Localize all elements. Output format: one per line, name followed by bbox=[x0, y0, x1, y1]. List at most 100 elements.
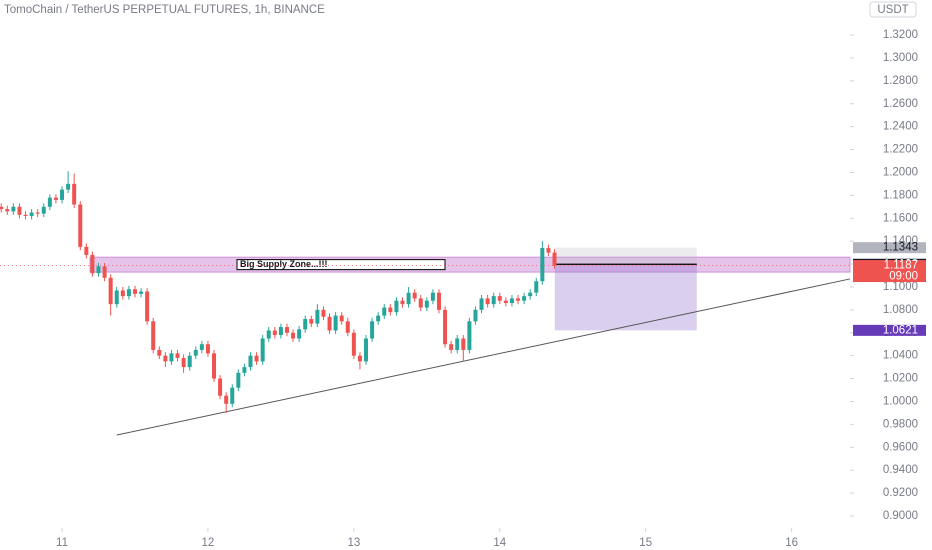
candle-body bbox=[339, 315, 344, 322]
candle-body bbox=[35, 212, 40, 214]
candle-body bbox=[528, 292, 533, 297]
candle-body bbox=[230, 387, 235, 404]
y-tick-label: 0.9400 bbox=[883, 464, 918, 476]
countdown: 09:00 bbox=[889, 271, 918, 283]
price-label-box bbox=[853, 324, 926, 336]
candle-body bbox=[236, 372, 241, 388]
candle-body bbox=[333, 315, 338, 331]
supply-zone bbox=[89, 256, 851, 273]
candle-body bbox=[114, 290, 119, 305]
candle-body bbox=[284, 327, 289, 333]
candle-body bbox=[151, 321, 156, 350]
candle-body bbox=[303, 319, 308, 330]
candle-body bbox=[424, 300, 429, 308]
candle-body bbox=[351, 332, 356, 356]
candle-body bbox=[315, 309, 320, 324]
y-tick-label: 0.9600 bbox=[883, 441, 918, 453]
candle-body bbox=[443, 309, 448, 345]
candle-body bbox=[108, 277, 113, 305]
candle-body bbox=[47, 197, 52, 207]
candle-body bbox=[509, 298, 514, 303]
candle-body bbox=[357, 355, 362, 362]
candle-body bbox=[436, 292, 441, 310]
candle-body bbox=[534, 281, 539, 293]
candle-body bbox=[175, 353, 180, 358]
y-tick-label: 0.9800 bbox=[883, 418, 918, 430]
x-tick-label: 14 bbox=[493, 537, 506, 549]
candle-body bbox=[552, 252, 557, 266]
y-tick-label: 1.3000 bbox=[883, 52, 918, 64]
candle-body bbox=[260, 338, 265, 362]
y-tick-label: 1.2600 bbox=[883, 98, 918, 110]
candle-body bbox=[145, 291, 150, 322]
candle-body bbox=[522, 296, 527, 301]
y-tick-label: 1.0400 bbox=[883, 350, 918, 362]
y-tick-label: 1.3200 bbox=[883, 29, 918, 41]
y-tick-label: 1.1000 bbox=[883, 281, 918, 293]
candle-body bbox=[163, 355, 168, 362]
price-label-box bbox=[853, 242, 926, 254]
candle-body bbox=[96, 266, 101, 274]
candle-body bbox=[248, 355, 253, 368]
candle-body bbox=[212, 353, 217, 379]
candle-body bbox=[78, 204, 83, 247]
x-tick-label: 15 bbox=[639, 537, 652, 549]
y-tick-label: 1.0200 bbox=[883, 373, 918, 385]
candle-body bbox=[218, 378, 223, 396]
candle-body bbox=[382, 307, 387, 316]
candle-body bbox=[254, 355, 259, 362]
candle-body bbox=[400, 300, 405, 305]
y-tick-label: 0.9200 bbox=[883, 487, 918, 499]
y-tick-label: 1.2000 bbox=[883, 166, 918, 178]
y-tick-label: 1.1600 bbox=[883, 212, 918, 224]
candle-body bbox=[278, 327, 283, 336]
candle-body bbox=[503, 300, 508, 303]
candle-body bbox=[479, 298, 484, 310]
chart-title: TomoChain / TetherUS PERPETUAL FUTURES, … bbox=[4, 4, 325, 16]
currency-box[interactable] bbox=[869, 1, 917, 18]
candle-body bbox=[11, 206, 16, 212]
currency[interactable]: USDT bbox=[877, 4, 908, 16]
y-tick-label: 0.9000 bbox=[883, 510, 918, 522]
candle-body bbox=[449, 344, 454, 350]
position-loss bbox=[554, 264, 697, 331]
candle-body bbox=[473, 309, 478, 322]
y-tick-label: 1.0000 bbox=[883, 395, 918, 407]
candle-body bbox=[5, 209, 10, 212]
candle-body bbox=[181, 357, 186, 368]
price-label: 1.1343 bbox=[883, 242, 918, 254]
candle-body bbox=[41, 206, 46, 214]
candle-body bbox=[546, 248, 551, 253]
y-tick-label: 1.2800 bbox=[883, 75, 918, 87]
candle-body bbox=[157, 349, 162, 356]
candle-body bbox=[266, 330, 271, 339]
candle-body bbox=[272, 330, 277, 336]
y-tick-label: 1.0800 bbox=[883, 304, 918, 316]
y-tick-label: 1.2200 bbox=[883, 144, 918, 156]
candle-body bbox=[132, 289, 137, 294]
candle-body bbox=[321, 309, 326, 317]
candle-body bbox=[90, 254, 95, 274]
candle-body bbox=[126, 289, 131, 297]
zone-label-box bbox=[236, 259, 446, 271]
candle-body bbox=[193, 349, 198, 356]
candle-body bbox=[516, 298, 521, 301]
candle-body bbox=[17, 206, 22, 215]
candle-body bbox=[394, 300, 399, 313]
candle-body bbox=[29, 212, 34, 216]
candle-body bbox=[376, 315, 381, 322]
candle-body bbox=[412, 292, 417, 299]
candle-body bbox=[169, 353, 174, 362]
price-label: 1.1187 bbox=[884, 260, 918, 272]
candle-body bbox=[84, 246, 89, 255]
candle-body bbox=[327, 316, 332, 331]
trendline bbox=[116, 278, 851, 436]
price-label: 1.0621 bbox=[883, 324, 918, 336]
candle-body bbox=[467, 321, 472, 350]
candle-body bbox=[66, 183, 71, 190]
candle-body bbox=[72, 183, 77, 205]
candle-body bbox=[388, 307, 393, 313]
position-profit bbox=[554, 247, 697, 265]
candle-body bbox=[418, 298, 423, 308]
